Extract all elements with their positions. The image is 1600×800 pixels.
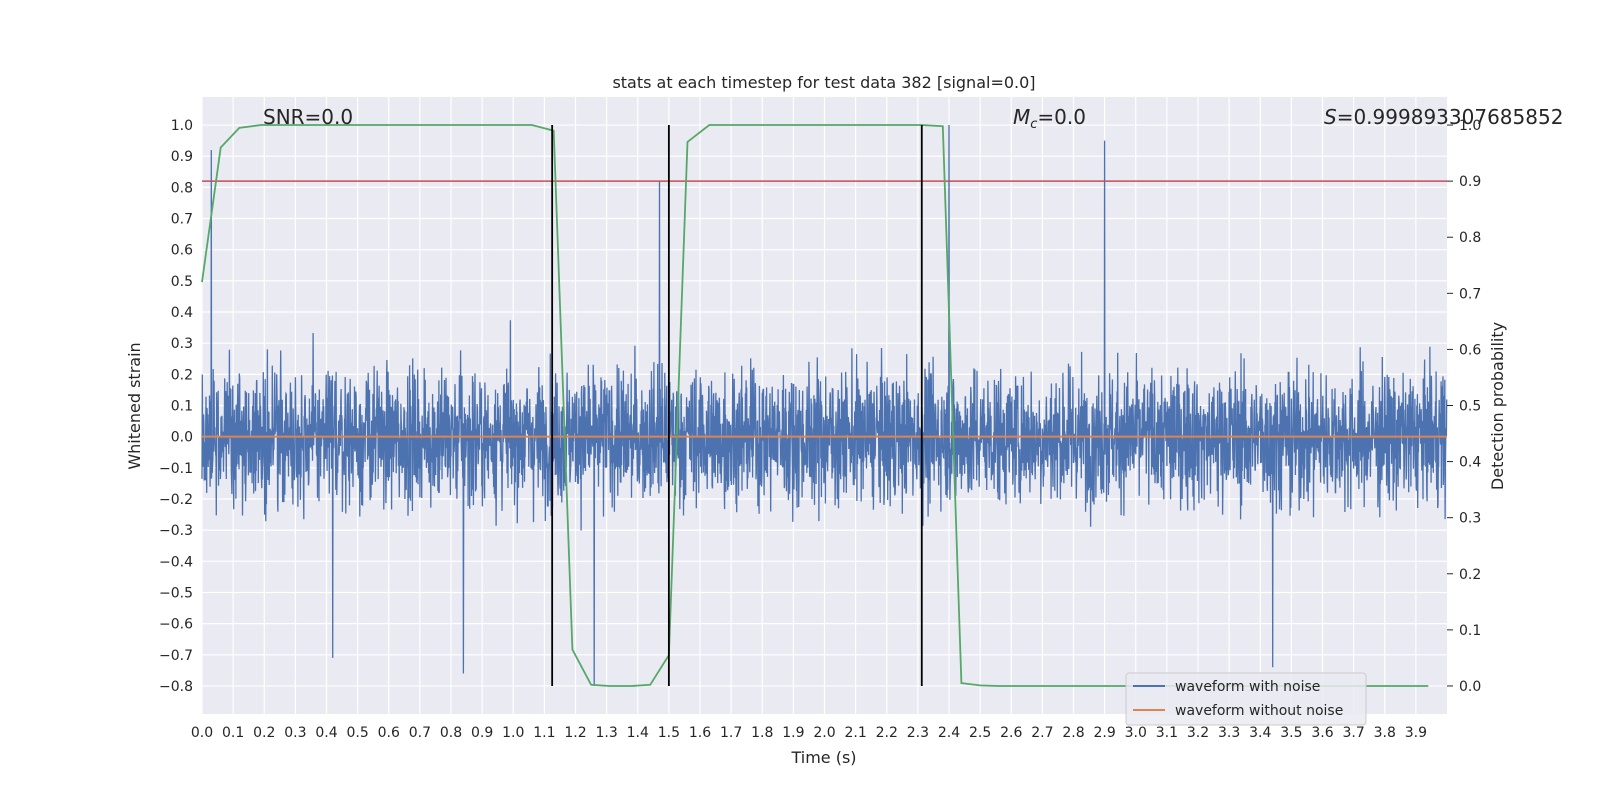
right-y-tick-label: 0.6: [1459, 342, 1481, 358]
x-tick-label: 3.2: [1187, 725, 1209, 741]
y-tick-label: 0.8: [171, 180, 193, 196]
y-tick-label: −0.5: [159, 585, 193, 601]
x-tick-label: 0.4: [315, 725, 337, 741]
y-tick-label: 1.0: [171, 118, 193, 134]
x-tick-label: 0.3: [284, 725, 306, 741]
right-y-tick-label: 0.5: [1459, 399, 1481, 415]
noise-waveform-line: [201, 124, 1448, 687]
y-tick-label: 0.1: [171, 399, 193, 415]
x-tick-label: 3.8: [1374, 725, 1396, 741]
right-y-tick-label: 0.8: [1459, 230, 1481, 246]
y-tick-label: 0.3: [171, 336, 193, 352]
x-tick-label: 3.6: [1311, 725, 1333, 741]
x-tick-label: 1.8: [751, 725, 773, 741]
x-tick-label: 3.1: [1156, 725, 1178, 741]
x-tick-label: 1.5: [658, 725, 680, 741]
right-y-tick-label: 0.3: [1459, 511, 1481, 527]
x-tick-label: 2.9: [1093, 725, 1115, 741]
x-tick-label: 2.0: [813, 725, 835, 741]
x-tick-label: 2.6: [1000, 725, 1022, 741]
y-tick-label: 0.4: [171, 305, 193, 321]
y-tick-label: −0.2: [159, 492, 193, 508]
s-statistic-annotation: S=0.999893307685852: [1324, 105, 1563, 129]
x-tick-label: 1.3: [595, 725, 617, 741]
x-tick-label: 0.5: [346, 725, 368, 741]
x-tick-label: 1.2: [564, 725, 586, 741]
x-tick-label: 3.3: [1218, 725, 1240, 741]
x-tick-labels: 0.0 0.1 0.2 0.3 0.4 0.5 0.6 0.7 0.8 0.9 1.0 1.1 1.2 1…: [191, 725, 1427, 741]
y-tick-label: −0.1: [159, 461, 193, 477]
x-tick-label: 2.7: [1031, 725, 1053, 741]
right-y-tick-label: 0.2: [1459, 567, 1481, 583]
x-tick-label: 3.0: [1125, 725, 1147, 741]
legend: waveform with noise waveform without noi…: [1125, 672, 1367, 726]
right-y-axis-title: Detection probability: [1488, 322, 1507, 490]
y-tick-labels: 1.0 0.9 0.8 0.7 0.6 0.5 0.4 0.3 0.2 0.1 0.0 −0.1 −0.…: [159, 118, 193, 695]
y-tick-label: −0.8: [159, 679, 193, 695]
x-tick-label: 1.1: [533, 725, 555, 741]
right-y-tick-labels: 1.0 0.9 0.8 0.7 0.6 0.5 0.4 0.3 0.2 0.1 0.0: [1447, 118, 1481, 695]
x-tick-label: 3.4: [1249, 725, 1271, 741]
x-tick-label: 0.1: [222, 725, 244, 741]
x-tick-label: 0.9: [471, 725, 493, 741]
x-tick-label: 2.4: [938, 725, 960, 741]
x-tick-label: 2.3: [907, 725, 929, 741]
chart-title: stats at each timestep for test data 382…: [612, 73, 1035, 92]
x-tick-label: 0.6: [378, 725, 400, 741]
x-tick-label: 2.5: [969, 725, 991, 741]
chirp-mass-annotation: Mc=0.0: [1013, 105, 1086, 132]
right-y-tick-label: 0.1: [1459, 623, 1481, 639]
y-tick-label: 0.0: [171, 430, 193, 446]
y-axis-title: Whitened strain: [125, 342, 144, 469]
right-y-tick-label: 1.0: [1459, 118, 1481, 134]
x-tick-label: 0.8: [440, 725, 462, 741]
y-tick-label: 0.9: [171, 149, 193, 165]
y-tick-label: −0.4: [159, 554, 193, 570]
y-tick-label: 0.2: [171, 367, 193, 383]
x-tick-label: 0.2: [253, 725, 275, 741]
right-y-tick-label: 0.4: [1459, 455, 1481, 471]
snr-annotation: SNR=0.0: [263, 105, 353, 129]
s-statistic-symbol: S: [1324, 105, 1337, 129]
x-tick-label: 2.8: [1062, 725, 1084, 741]
chirp-mass-subscript: c: [1030, 117, 1037, 132]
noise-waveform-layer: [201, 124, 1448, 687]
x-tick-label: 1.7: [720, 725, 742, 741]
y-tick-label: 0.5: [171, 274, 193, 290]
y-tick-label: 0.7: [171, 212, 193, 228]
chirp-mass-symbol: M: [1013, 105, 1030, 129]
legend-label-clean: waveform without noise: [1175, 703, 1343, 719]
right-y-tick-label: 0.9: [1459, 174, 1481, 190]
x-tick-label: 3.5: [1280, 725, 1302, 741]
y-tick-label: −0.7: [159, 648, 193, 664]
x-tick-label: 1.6: [689, 725, 711, 741]
legend-label-noise: waveform with noise: [1175, 679, 1320, 695]
y-tick-label: 0.6: [171, 243, 193, 259]
right-y-tick-label: 0.7: [1459, 286, 1481, 302]
x-tick-label: 2.2: [876, 725, 898, 741]
series-layer: [201, 124, 1447, 687]
s-statistic-value: =0.999893307685852: [1337, 105, 1564, 129]
legend-box: [1125, 672, 1367, 726]
x-axis-title: Time (s): [790, 748, 856, 767]
x-tick-label: 0.7: [409, 725, 431, 741]
x-tick-label: 1.4: [627, 725, 649, 741]
y-tick-label: −0.6: [159, 617, 193, 633]
x-tick-label: 3.9: [1405, 725, 1427, 741]
x-tick-label: 1.9: [782, 725, 804, 741]
x-tick-label: 1.0: [502, 725, 524, 741]
x-tick-label: 0.0: [191, 725, 213, 741]
y-tick-label: −0.3: [159, 523, 193, 539]
x-tick-label: 2.1: [844, 725, 866, 741]
chirp-mass-value: =0.0: [1037, 105, 1086, 129]
right-y-tick-label: 0.0: [1459, 679, 1481, 695]
x-tick-label: 3.7: [1342, 725, 1364, 741]
